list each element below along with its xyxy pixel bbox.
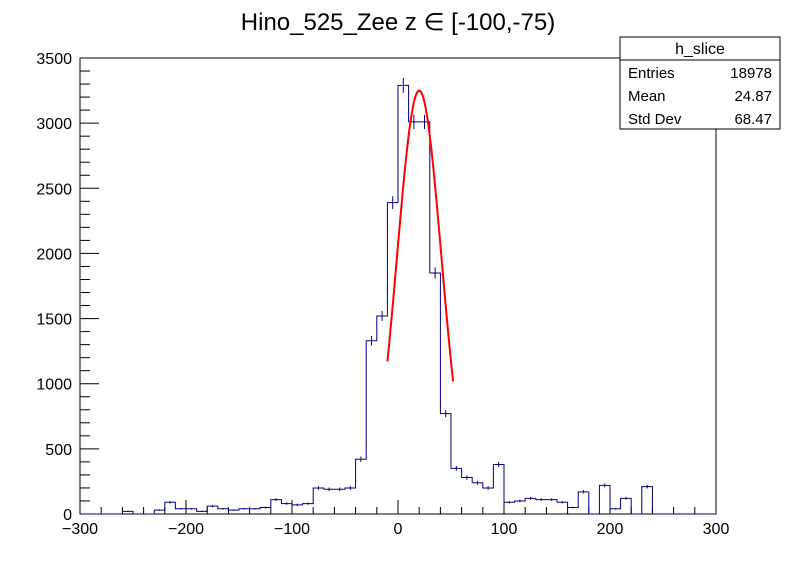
- stats-entries-value: 18978: [730, 65, 772, 82]
- stats-entries-label: Entries: [628, 65, 675, 82]
- y-tick-label: 500: [45, 442, 72, 459]
- x-tick-label: 200: [597, 521, 624, 538]
- x-tick-label: −200: [168, 521, 204, 538]
- stats-mean-label: Mean: [628, 88, 666, 105]
- x-tick-label: 100: [491, 521, 518, 538]
- x-tick-label: −100: [274, 521, 310, 538]
- x-tick-label: −300: [62, 521, 98, 538]
- y-tick-label: 3500: [36, 51, 72, 68]
- x-tick-label: 300: [703, 521, 730, 538]
- histogram-outline: [80, 84, 716, 515]
- y-tick-label: 1000: [36, 377, 72, 394]
- y-tick-label: 2500: [36, 181, 72, 198]
- chart-title: Hino_525_Zee z ∈ [-100,-75): [241, 9, 555, 36]
- stats-stddev-value: 68.47: [734, 111, 772, 128]
- y-tick-label: 2000: [36, 246, 72, 263]
- stats-box-frame: [619, 36, 781, 130]
- stats-box: h_slice Entries 18978 Mean 24.87 Std Dev…: [619, 36, 781, 130]
- x-tick-label: 0: [394, 521, 403, 538]
- y-tick-label: 1500: [36, 312, 72, 329]
- y-tick-label: 3000: [36, 116, 72, 133]
- y-axis: 0 500 1000 1500 2000 2500 3000 3500: [36, 51, 99, 524]
- stats-box-title: h_slice: [675, 41, 725, 58]
- stats-stddev-label: Std Dev: [628, 111, 682, 128]
- x-axis: −300 −200 −100 0 100 200 300: [62, 500, 729, 538]
- gaussian-fit-curve: [386, 89, 455, 382]
- y-tick-label: 0: [63, 507, 72, 524]
- stats-mean-value: 24.87: [734, 88, 772, 105]
